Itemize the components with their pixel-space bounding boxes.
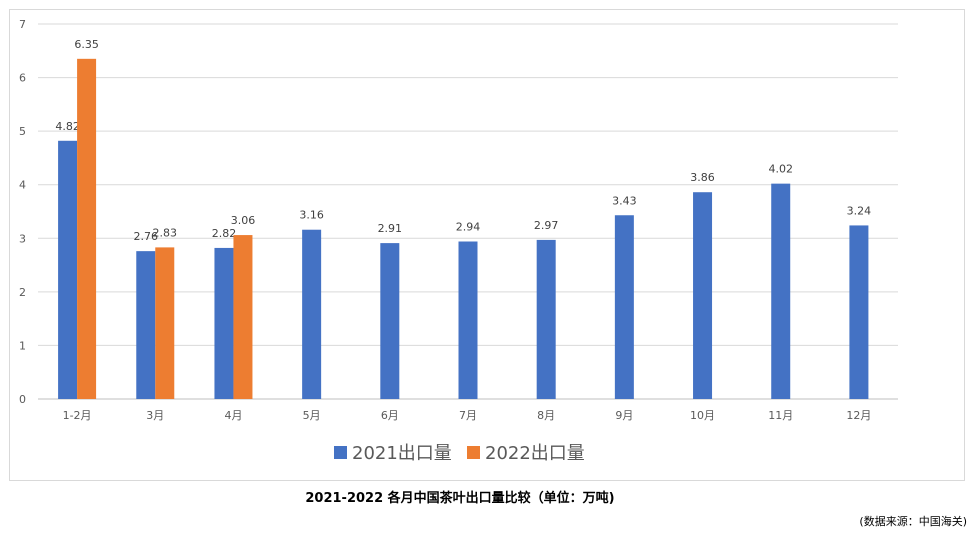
- x-tick-label: 4月: [224, 409, 242, 422]
- x-tick-label: 9月: [615, 409, 633, 422]
- x-tick-label: 8月: [537, 409, 555, 422]
- x-tick-label: 12月: [846, 409, 871, 422]
- data-label: 3.86: [690, 171, 715, 184]
- bar: [614, 215, 634, 399]
- bar: [536, 239, 556, 399]
- y-tick-label: 4: [19, 179, 26, 192]
- y-tick-label: 1: [19, 339, 26, 352]
- y-tick-label: 2: [19, 286, 26, 299]
- x-tick-label: 1-2月: [63, 409, 92, 422]
- y-tick-label: 6: [19, 72, 26, 85]
- data-label: 2.94: [456, 221, 481, 234]
- data-label: 3.06: [231, 214, 256, 227]
- bar: [155, 247, 175, 399]
- x-tick-label: 6月: [381, 409, 399, 422]
- x-tick-label: 7月: [459, 409, 477, 422]
- y-tick-label: 7: [19, 18, 26, 31]
- x-tick-label: 3月: [146, 409, 164, 422]
- data-label: 4.82: [55, 120, 80, 133]
- bar: [849, 225, 869, 399]
- data-label: 2.97: [534, 219, 559, 232]
- y-tick-label: 3: [19, 232, 26, 245]
- bar: [77, 58, 97, 399]
- bar: [771, 183, 791, 399]
- data-label: 2.91: [378, 222, 403, 235]
- bar: [58, 140, 78, 400]
- data-label: 6.35: [74, 38, 99, 51]
- legend-swatch: [467, 446, 480, 459]
- legend-swatch: [334, 446, 347, 459]
- x-tick-label: 5月: [303, 409, 321, 422]
- data-label: 2.82: [212, 227, 237, 240]
- data-label: 3.43: [612, 194, 637, 207]
- legend-label: 2021出口量: [352, 443, 452, 464]
- chart-frame: [9, 9, 965, 481]
- legend-label: 2022出口量: [485, 443, 585, 464]
- x-tick-label: 10月: [690, 409, 715, 422]
- bar: [458, 241, 478, 399]
- data-label: 2.76: [134, 230, 159, 243]
- bar: [693, 192, 713, 399]
- bar: [380, 243, 400, 399]
- data-label: 3.16: [299, 209, 324, 222]
- chart-caption: 2021-2022 各月中国茶叶出口量比较（单位：万吨): [305, 491, 615, 506]
- bar: [302, 229, 322, 399]
- data-label: 4.02: [768, 163, 793, 176]
- y-tick-label: 0: [19, 393, 26, 406]
- bar: [214, 247, 234, 399]
- bar: [233, 235, 253, 399]
- data-label: 3.24: [847, 204, 872, 217]
- bar: [136, 251, 156, 399]
- y-tick-label: 5: [19, 125, 26, 138]
- x-tick-label: 11月: [768, 409, 793, 422]
- data-source-note: (数据来源：中国海关): [859, 515, 967, 528]
- data-label: 2.83: [153, 226, 178, 239]
